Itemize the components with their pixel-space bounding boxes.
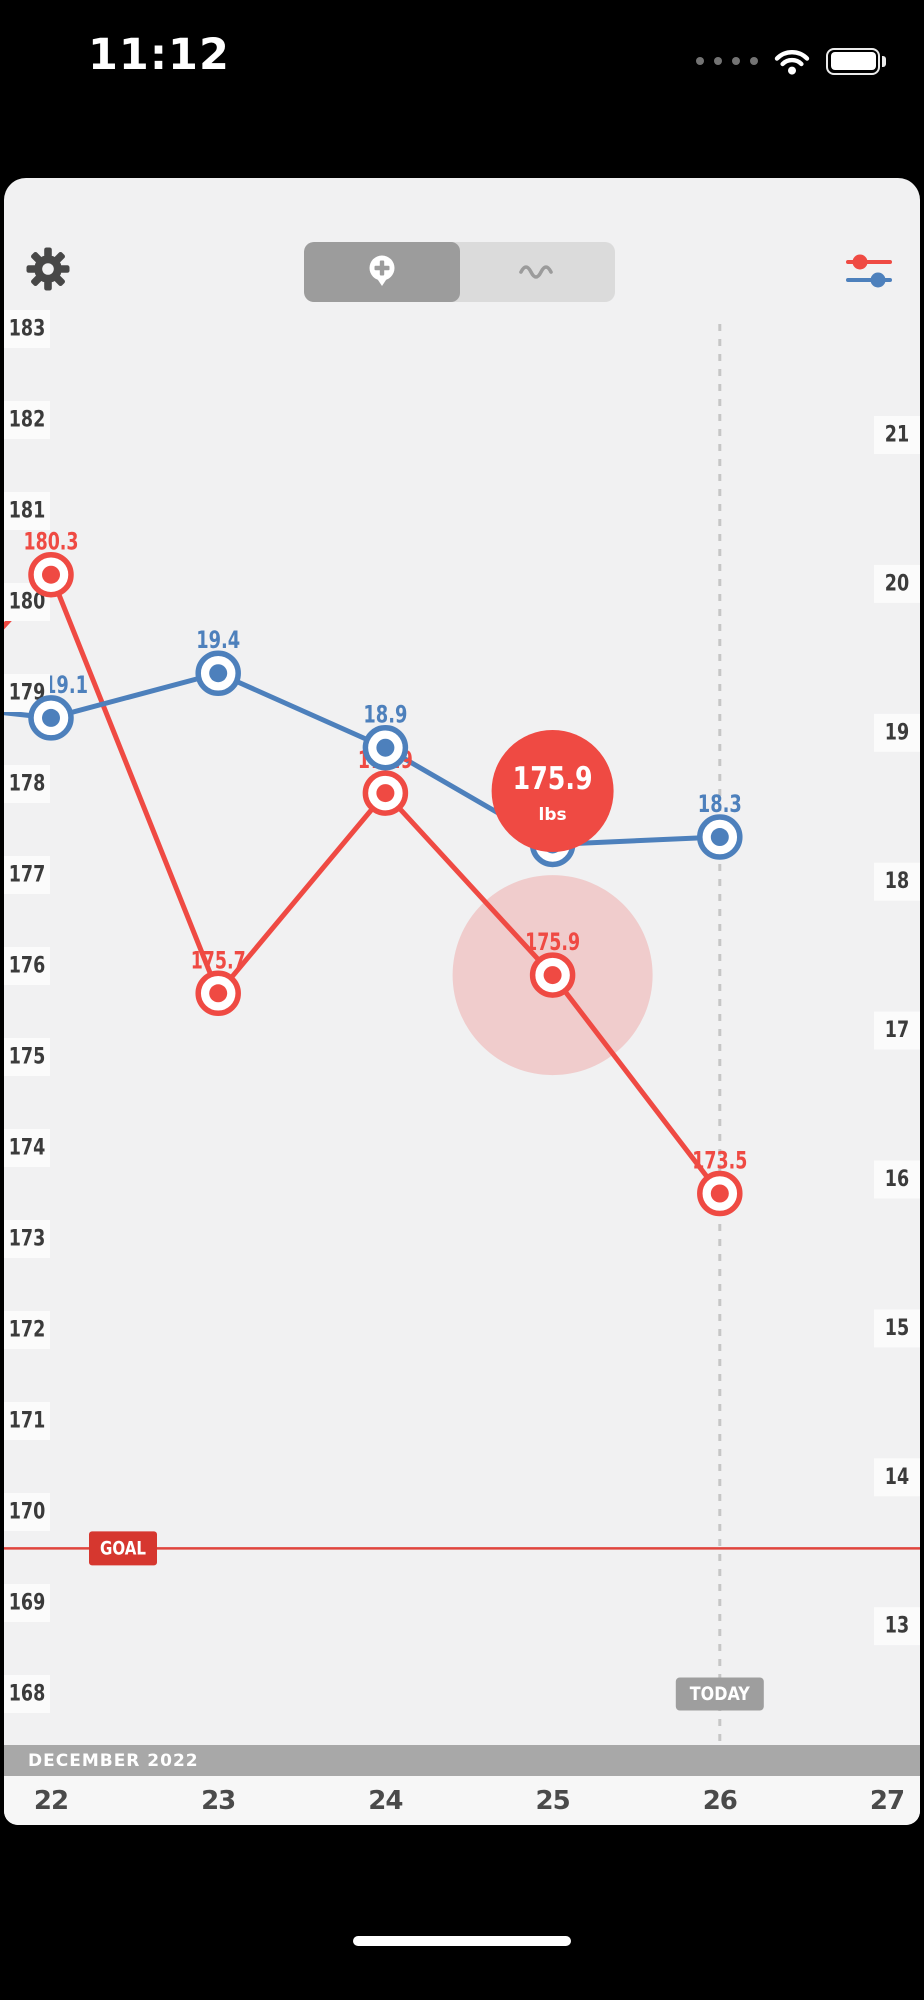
weight-data-point-dot bbox=[209, 984, 228, 1003]
right-axis-tick: 18 bbox=[885, 869, 909, 894]
left-axis-tick: 174 bbox=[9, 1136, 46, 1161]
secondary-value-label: 18.3 bbox=[698, 790, 742, 818]
right-axis-tick: 17 bbox=[885, 1018, 909, 1043]
status-icons bbox=[696, 46, 886, 76]
left-axis-tick: 169 bbox=[9, 1591, 46, 1616]
battery-full-icon bbox=[826, 47, 886, 75]
trend-wave-icon bbox=[519, 265, 554, 279]
right-axis-tick: 21 bbox=[885, 423, 909, 448]
clock: 11:12 bbox=[88, 30, 230, 80]
left-axis-strip bbox=[4, 1675, 50, 1713]
x-axis-ticks: 22 23 24 25 26 27 bbox=[4, 1776, 920, 1825]
left-axis-tick: 176 bbox=[9, 954, 46, 979]
add-entry-pin-icon bbox=[369, 255, 395, 286]
secondary-data-point-dot bbox=[710, 828, 729, 847]
segment-trend[interactable] bbox=[460, 242, 616, 302]
right-axis-strip bbox=[874, 1309, 920, 1348]
mode-segmented-control bbox=[304, 242, 615, 302]
left-axis-tick: 181 bbox=[9, 499, 46, 524]
wifi-icon bbox=[774, 50, 810, 75]
secondary-value-label: 19.4 bbox=[196, 626, 240, 654]
right-axis-strip bbox=[874, 862, 920, 901]
secondary-data-point-dot bbox=[209, 664, 228, 683]
red-blue-sliders-icon bbox=[846, 254, 892, 288]
x-axis-tick: 27 bbox=[869, 1785, 905, 1816]
left-axis-strip bbox=[4, 1584, 50, 1622]
left-axis-tick: 183 bbox=[9, 317, 46, 342]
left-axis-tick: 170 bbox=[9, 1500, 46, 1525]
x-axis-tick: 25 bbox=[535, 1785, 571, 1816]
gear-icon bbox=[26, 247, 70, 291]
series-filter-button[interactable] bbox=[843, 250, 895, 292]
secondary-value-label: 19.1 bbox=[44, 671, 88, 699]
weight-value-label: 173.5 bbox=[692, 1147, 747, 1175]
left-axis-strip bbox=[4, 1038, 50, 1076]
weight-value-label: 180.3 bbox=[24, 528, 79, 556]
left-axis-tick: 173 bbox=[9, 1227, 46, 1252]
x-axis-tick: 23 bbox=[201, 1785, 236, 1816]
secondary-value-label: 18.9 bbox=[363, 701, 407, 729]
weight-value-label: 175.9 bbox=[525, 928, 580, 956]
left-axis-strip bbox=[4, 310, 50, 348]
left-axis-tick: 182 bbox=[9, 408, 46, 433]
left-axis-strip bbox=[4, 1493, 50, 1531]
bubble-unit: lbs bbox=[539, 805, 567, 825]
right-axis-tick: 19 bbox=[885, 720, 909, 745]
weight-data-point-dot bbox=[42, 565, 60, 584]
right-axis-strip bbox=[874, 713, 920, 752]
secondary-data-point-dot bbox=[376, 738, 395, 757]
left-axis-strip bbox=[4, 1311, 50, 1349]
left-axis-strip bbox=[4, 401, 50, 439]
right-axis-tick: 15 bbox=[885, 1316, 909, 1341]
right-axis-strip bbox=[874, 1458, 920, 1497]
right-axis-strip bbox=[874, 564, 920, 603]
today-badge-label: TODAY bbox=[690, 1683, 750, 1705]
left-axis-strip bbox=[4, 492, 50, 530]
left-axis-tick: 177 bbox=[9, 863, 46, 888]
left-axis-tick: 171 bbox=[9, 1409, 46, 1434]
x-axis-tick: 22 bbox=[33, 1785, 69, 1816]
x-axis-tick: 24 bbox=[368, 1785, 403, 1816]
today-badge bbox=[675, 1677, 764, 1711]
left-axis-tick: 178 bbox=[9, 772, 46, 797]
right-axis-strip bbox=[874, 1607, 920, 1646]
right-axis-tick: 16 bbox=[885, 1167, 909, 1192]
weight-data-point-dot bbox=[710, 1184, 729, 1203]
weight-line bbox=[4, 572, 723, 1196]
right-axis-strip bbox=[874, 1011, 920, 1050]
right-axis-tick: 14 bbox=[885, 1465, 909, 1490]
weight-data-point-dot bbox=[543, 966, 562, 985]
weight-value-label: 175.7 bbox=[191, 946, 246, 974]
left-axis-tick: 175 bbox=[9, 1045, 46, 1070]
cellular-dots-icon bbox=[696, 57, 758, 65]
segment-add-entry[interactable] bbox=[304, 242, 460, 302]
right-axis-strip bbox=[874, 416, 920, 454]
left-axis-strip bbox=[4, 1129, 50, 1167]
settings-button[interactable] bbox=[25, 246, 71, 292]
left-axis-strip bbox=[4, 765, 50, 803]
left-axis-strip bbox=[4, 947, 50, 985]
secondary-data-point-dot bbox=[42, 708, 60, 727]
left-axis-strip bbox=[4, 1402, 50, 1440]
right-axis-tick: 20 bbox=[885, 571, 909, 596]
month-label: DECEMBER 2022 bbox=[28, 1750, 199, 1771]
right-axis-tick: 13 bbox=[885, 1614, 909, 1639]
right-axis-strip bbox=[874, 1160, 920, 1199]
app-window: GOAL180.3175.7177.9175.9173.519.119.418.… bbox=[4, 178, 920, 1825]
left-axis-tick: 168 bbox=[9, 1682, 46, 1707]
selected-value-bubble[interactable] bbox=[491, 730, 614, 852]
goal-badge-label: GOAL bbox=[100, 1537, 146, 1559]
bubble-value: 175.9 bbox=[513, 761, 593, 797]
left-axis-strip bbox=[4, 1220, 50, 1258]
weight-data-point-dot bbox=[376, 784, 395, 803]
home-indicator[interactable] bbox=[353, 1936, 571, 1946]
left-axis-tick: 172 bbox=[9, 1318, 46, 1343]
month-bar: DECEMBER 2022 bbox=[4, 1745, 920, 1776]
x-axis-tick: 26 bbox=[702, 1785, 738, 1816]
left-axis-strip bbox=[4, 856, 50, 894]
goal-badge bbox=[89, 1531, 157, 1566]
weight-chart[interactable]: GOAL180.3175.7177.9175.9173.519.119.418.… bbox=[4, 308, 920, 1745]
